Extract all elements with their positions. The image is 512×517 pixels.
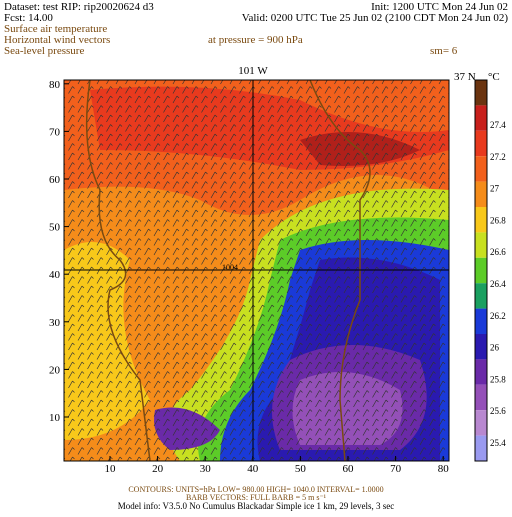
x-tick-label: 20	[152, 463, 164, 475]
plot-frame	[63, 79, 450, 462]
colorbar-label: 26.6	[490, 247, 506, 257]
x-tick-label: 10	[105, 463, 117, 475]
colorbar-swatch	[475, 207, 487, 233]
colorbar-label: 25.4	[490, 438, 506, 448]
colorbar-swatch	[475, 105, 487, 131]
colorbar-label: 25.8	[490, 374, 506, 384]
x-tick-label: 80	[438, 463, 450, 475]
colorbar-frame	[474, 79, 488, 462]
x-tick-label: 30	[200, 463, 212, 475]
lon-label: 101 W	[238, 65, 268, 77]
y-tick-label: 10	[49, 412, 61, 424]
barbs: BARB VECTORS: FULL BARB = 5 m s⁻¹	[186, 493, 327, 502]
y-tick-label: 50	[49, 222, 61, 234]
y-tick-label: 70	[49, 126, 61, 138]
x-tick-label: 50	[295, 463, 307, 475]
x-tick-label: 60	[343, 463, 355, 475]
colorbar-label: 27	[490, 184, 500, 194]
colorbar-label: 27.4	[490, 120, 506, 130]
colorbar-swatch	[475, 359, 487, 385]
colorbar-label: 26	[490, 343, 500, 353]
field: Sea-level pressure	[4, 45, 84, 57]
colorbar-label: 27.2	[490, 152, 506, 162]
colorbar-swatch	[475, 80, 487, 106]
field-map	[64, 80, 449, 461]
colorbar-label: 26.4	[490, 279, 506, 289]
colorbar-swatch	[475, 232, 487, 258]
colorbar-swatch	[475, 435, 487, 461]
colorbar-swatch	[475, 410, 487, 436]
x-tick-label: 70	[390, 463, 402, 475]
field: Horizontal wind vectors	[4, 34, 110, 46]
x-tick-label: 40	[247, 463, 259, 475]
colorbar-swatch	[475, 257, 487, 284]
colorbar-swatch	[475, 334, 487, 360]
unit: °C	[488, 71, 500, 83]
y-tick-label: 30	[49, 317, 61, 329]
y-tick-label: 80	[49, 79, 61, 91]
field: Surface air temperature	[4, 23, 107, 35]
y-tick-label: 60	[49, 174, 61, 186]
colorbar-label: 26.2	[490, 311, 506, 321]
colorbar-label: 26.8	[490, 215, 506, 225]
contours: CONTOURS: UNITS=hPa LOW= 980.00 HIGH= 10…	[128, 485, 383, 494]
pressure: at pressure = 900 hPa	[208, 34, 303, 46]
colorbar-swatch	[475, 156, 487, 182]
colorbar-swatch	[475, 308, 487, 334]
y-tick-label: 40	[49, 269, 61, 281]
colorbar-swatch	[475, 130, 487, 157]
contour-label: 1004	[222, 263, 238, 272]
y-tick-label: 20	[49, 364, 61, 376]
colorbar-label: 25.6	[490, 406, 506, 416]
colorbar-swatch	[475, 283, 487, 309]
colorbar-swatch	[475, 384, 487, 411]
valid: Valid: 0200 UTC Tue 25 Jun 02 (2100 CDT …	[242, 12, 509, 24]
smooth: sm= 6	[430, 45, 458, 57]
dataset: Dataset: test RIP: rip20020624 d3	[4, 1, 154, 13]
model: Model info: V3.5.0 No Cumulus Blackadar …	[118, 501, 395, 511]
lat-label: 37 N	[454, 71, 476, 83]
init: Init: 1200 UTC Mon 24 Jun 02	[371, 1, 508, 13]
colorbar-swatch	[475, 181, 487, 207]
fcst: Fcst: 14.00	[4, 12, 53, 24]
